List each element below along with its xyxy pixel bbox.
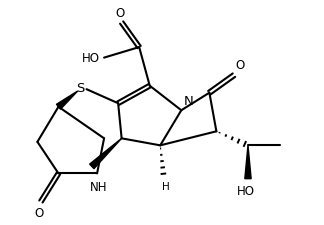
Text: S: S <box>76 82 85 94</box>
Text: HO: HO <box>82 52 100 65</box>
Polygon shape <box>245 146 251 179</box>
Text: O: O <box>35 206 44 219</box>
Polygon shape <box>56 92 78 110</box>
Text: N: N <box>184 95 194 108</box>
Text: H: H <box>162 181 169 191</box>
Text: NH: NH <box>90 180 108 193</box>
Text: HO: HO <box>237 184 255 197</box>
Text: O: O <box>115 7 124 20</box>
Polygon shape <box>90 139 122 169</box>
Text: O: O <box>236 59 245 72</box>
